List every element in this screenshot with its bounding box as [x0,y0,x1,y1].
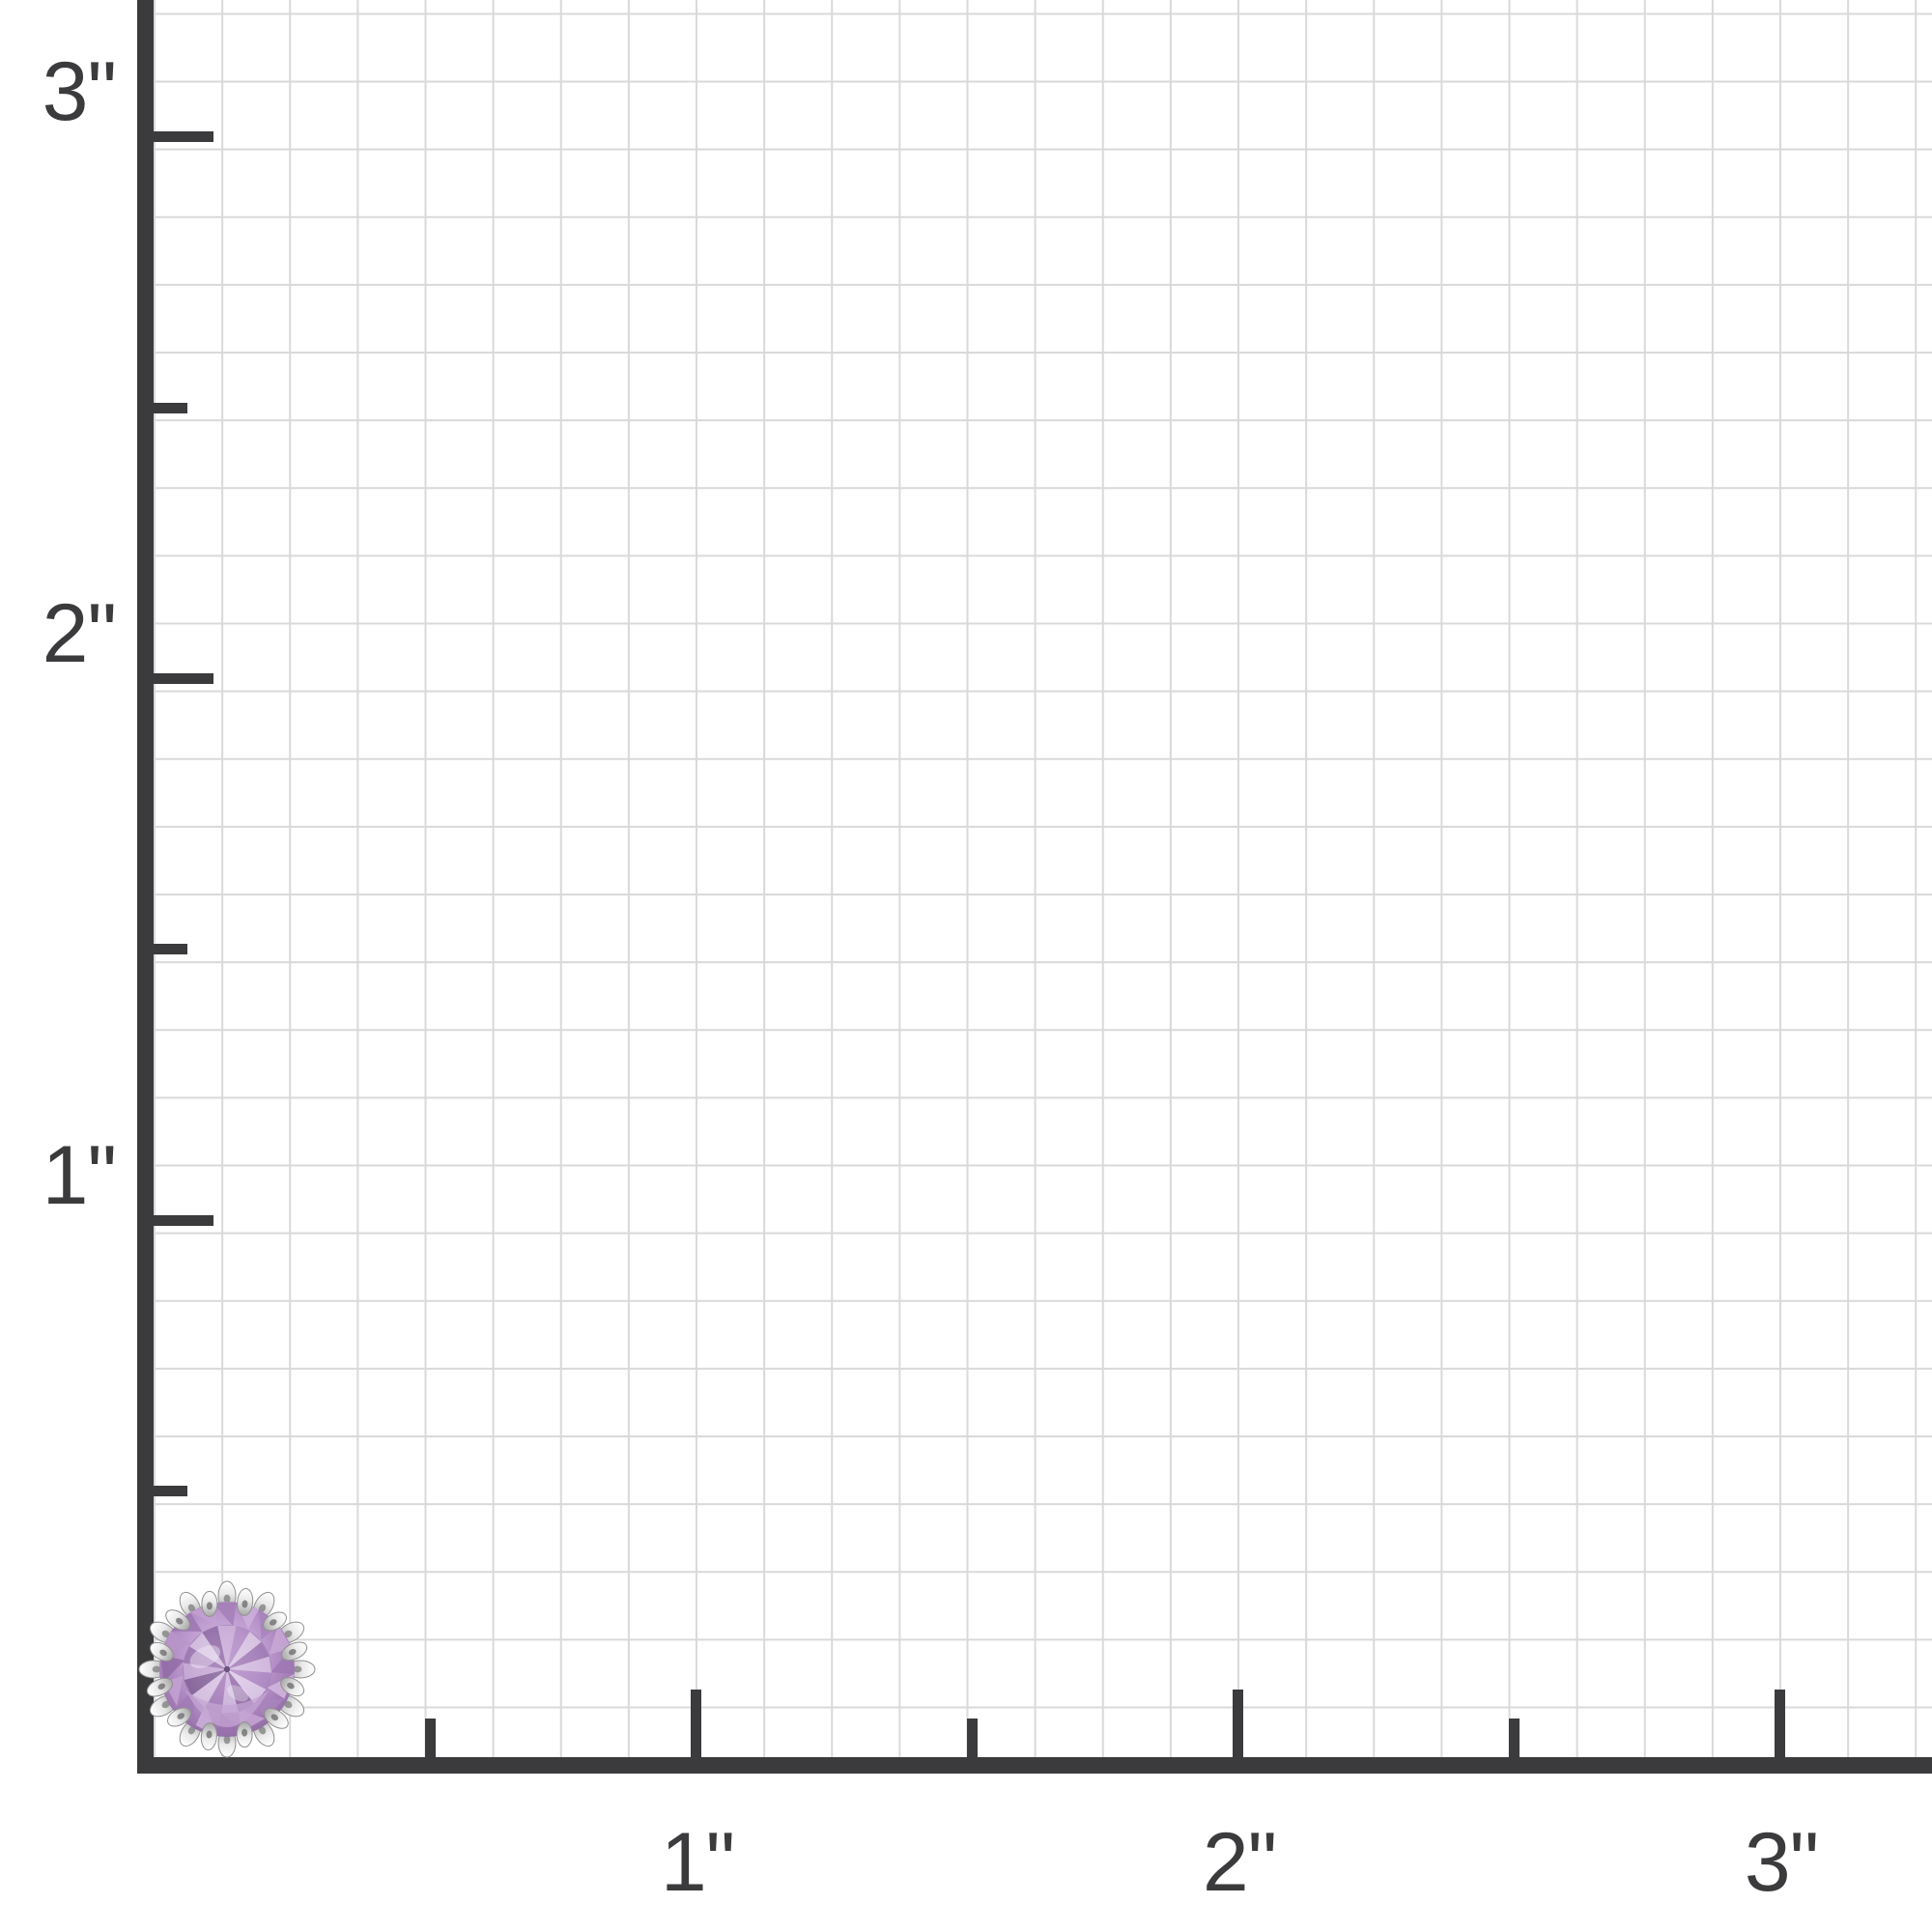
prong-set-front [146,1587,308,1751]
gemstone-graphic [138,1580,316,1758]
y-axis-line [137,0,154,1774]
y-tick-1in [154,1215,213,1226]
x-tick-0_5in [425,1719,436,1757]
x-axis-label-2in: 2" [1202,1816,1277,1909]
x-axis-line [137,1757,1932,1774]
y-tick-2_5in [154,403,187,413]
y-tick-1_5in [154,944,187,954]
amethyst-gemstone [126,1575,319,1768]
y-tick-2in [154,673,213,684]
x-tick-1in [691,1690,701,1757]
x-axis-label-1in: 1" [660,1816,735,1909]
x-tick-group [0,1690,1932,1757]
x-tick-3in [1775,1690,1785,1757]
gem-lower-skirt [185,1690,269,1727]
x-tick-2_5in [1509,1719,1520,1757]
x-tick-1_5in [967,1719,978,1757]
measurement-grid [154,0,1932,1761]
y-tick-3in [154,131,213,142]
y-axis-label-1in: 1" [42,1129,117,1222]
y-tick-0_5in [154,1486,187,1496]
x-axis-label-3in: 3" [1744,1816,1819,1909]
x-tick-2in [1233,1690,1243,1757]
gem-pavilion-facets [183,1625,272,1714]
y-axis-label-3in: 3" [42,45,117,138]
y-axis-label-2in: 2" [42,587,117,680]
